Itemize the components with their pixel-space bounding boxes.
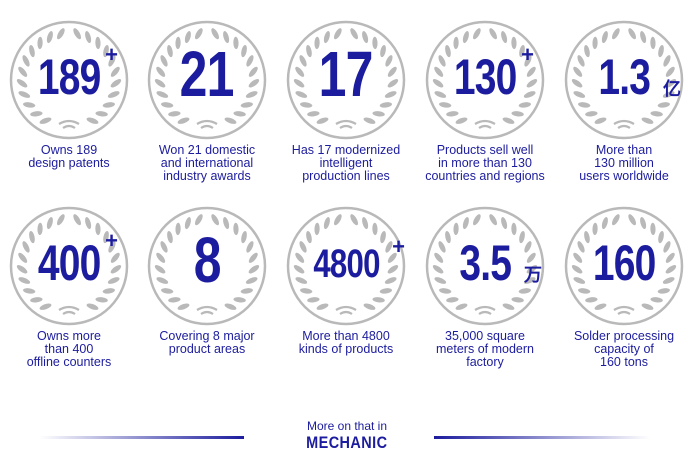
stat-caption-line: design patents [28, 156, 110, 170]
stat-caption: Owns more than 400 offline counters [0, 330, 138, 369]
wreath-emblem: 21 [145, 18, 269, 142]
stat-caption-line: 130 million [594, 156, 654, 170]
stat-suffix: + [105, 42, 118, 67]
stat-caption: Solder processing capacity of 160 tons [555, 330, 693, 369]
wreath-emblem: 130 + [423, 18, 547, 142]
stat-number: 160 [592, 235, 657, 291]
stat-number: 130 [453, 49, 518, 105]
stat-caption-line: in more than 130 [438, 156, 532, 170]
stat-number-box: 4800 + [284, 236, 408, 286]
stat-number: 1.3 [598, 49, 651, 105]
stat-number-box: 160 [562, 238, 686, 288]
stat-suffix: 亿 [663, 79, 681, 99]
laurel-wreath-icon [9, 206, 129, 326]
stat-number: 8 [193, 224, 222, 296]
stat-number: 21 [180, 38, 235, 110]
stat-suffix: + [105, 228, 118, 253]
stat-badge: 160 Solder processing capacity of 160 tons [555, 204, 693, 369]
stat-badge: 8 Covering 8 major product areas [138, 204, 276, 356]
stat-caption-line: industry awards [163, 169, 251, 183]
stat-badge: 189 + Owns 189 design patents [0, 18, 138, 170]
stat-caption-line: than 400 [44, 342, 94, 356]
stat-number-box: 21 [145, 42, 269, 106]
laurel-wreath-icon [425, 20, 545, 140]
stat-suffix: + [392, 234, 405, 259]
stat-badge: 400 + Owns more than 400 offline counters [0, 204, 138, 369]
stat-caption-line: Products sell well [436, 143, 534, 157]
stat-number: 400 [37, 235, 102, 291]
stat-caption-line: Has 17 modernized [291, 143, 401, 157]
stat-badge: 17 Has 17 modernized intelligent production… [277, 18, 415, 183]
stat-number: 17 [319, 38, 374, 110]
stat-caption-line: countries and regions [425, 169, 545, 183]
stat-caption: Has 17 modernized intelligent production l… [277, 144, 415, 183]
wreath-emblem: 8 [145, 204, 269, 328]
stat-caption-line: offline counters [26, 355, 112, 369]
stat-number-box: 130 + [423, 44, 547, 105]
wreath-emblem: 189 + [7, 18, 131, 142]
stat-caption: Won 21 domestic and international industry… [138, 144, 276, 183]
stat-caption: More than 4800 kinds of products [277, 330, 415, 356]
stat-caption-line: 160 tons [600, 355, 648, 369]
stat-caption-line: production lines [302, 169, 390, 183]
stat-caption-line: 35,000 square [445, 329, 525, 343]
stat-number-box: 1.3 亿 [562, 52, 686, 102]
laurel-wreath-icon [286, 206, 406, 326]
stat-number-box: 8 [145, 228, 269, 292]
stat-caption-line: Owns more [37, 329, 101, 343]
stat-suffix: + [521, 42, 534, 67]
stat-caption: Owns 189 design patents [0, 144, 138, 170]
stat-caption: Covering 8 major product areas [138, 330, 276, 356]
footer-tagline: More on that in MECHANIC [0, 420, 694, 452]
laurel-wreath-icon [9, 20, 129, 140]
stat-caption-line: factory [466, 355, 504, 369]
stat-caption-line: product areas [168, 342, 246, 356]
stat-suffix: 万 [524, 265, 542, 285]
stat-caption-line: More than 4800 [302, 329, 390, 343]
stat-badge: 130 + Products sell well in more than 130 co… [416, 18, 554, 183]
stat-caption-line: More than [595, 143, 653, 157]
stat-number: 4800 [312, 242, 380, 286]
stat-number-box: 17 [284, 42, 408, 106]
stat-badge: 4800 + More than 4800 kinds of products [277, 204, 415, 356]
stat-caption-line: kinds of products [298, 342, 394, 356]
stat-number-box: 400 + [7, 230, 131, 291]
stat-number: 3.5 [459, 235, 512, 291]
stat-caption-line: and international [160, 156, 254, 170]
stat-caption: Products sell well in more than 130 countr… [416, 144, 554, 183]
laurel-wreath-icon [564, 206, 684, 326]
wreath-emblem: 1.3 亿 [562, 18, 686, 142]
wreath-emblem: 4800 + [284, 204, 408, 328]
stat-caption-line: meters of modern [436, 342, 534, 356]
footer-line1: More on that in [306, 419, 388, 433]
wreath-emblem: 3.5 万 [423, 204, 547, 328]
laurel-wreath-icon [564, 20, 684, 140]
footer-divider-right [434, 436, 650, 439]
footer-brand: MECHANIC [306, 433, 388, 452]
stat-caption-line: users worldwide [579, 169, 669, 183]
wreath-emblem: 400 + [7, 204, 131, 328]
stat-caption: More than 130 million users worldwide [555, 144, 693, 183]
stat-caption-line: Won 21 domestic [158, 143, 256, 157]
footer-divider-left [40, 436, 244, 439]
laurel-wreath-icon [147, 206, 267, 326]
wreath-emblem: 17 [284, 18, 408, 142]
stat-caption: 35,000 square meters of modern factory [416, 330, 554, 369]
stat-number: 189 [37, 49, 102, 105]
laurel-wreath-icon [147, 20, 267, 140]
stat-number-box: 3.5 万 [423, 238, 547, 288]
stat-number-box: 189 + [7, 44, 131, 105]
laurel-wreath-icon [286, 20, 406, 140]
stat-caption-line: Covering 8 major [159, 329, 255, 343]
stat-badge: 3.5 万 35,000 square meters of modern factory [416, 204, 554, 369]
stat-caption-line: Owns 189 [40, 143, 98, 157]
laurel-wreath-icon [425, 206, 545, 326]
stat-caption-line: Solder processing [573, 329, 675, 343]
stat-caption-line: capacity of [594, 342, 654, 356]
stat-badge: 1.3 亿 More than 130 million users worldwide [555, 18, 693, 183]
stat-caption-line: intelligent [319, 156, 373, 170]
stat-badge: 21 Won 21 domestic and international indust… [138, 18, 276, 183]
wreath-emblem: 160 [562, 204, 686, 328]
